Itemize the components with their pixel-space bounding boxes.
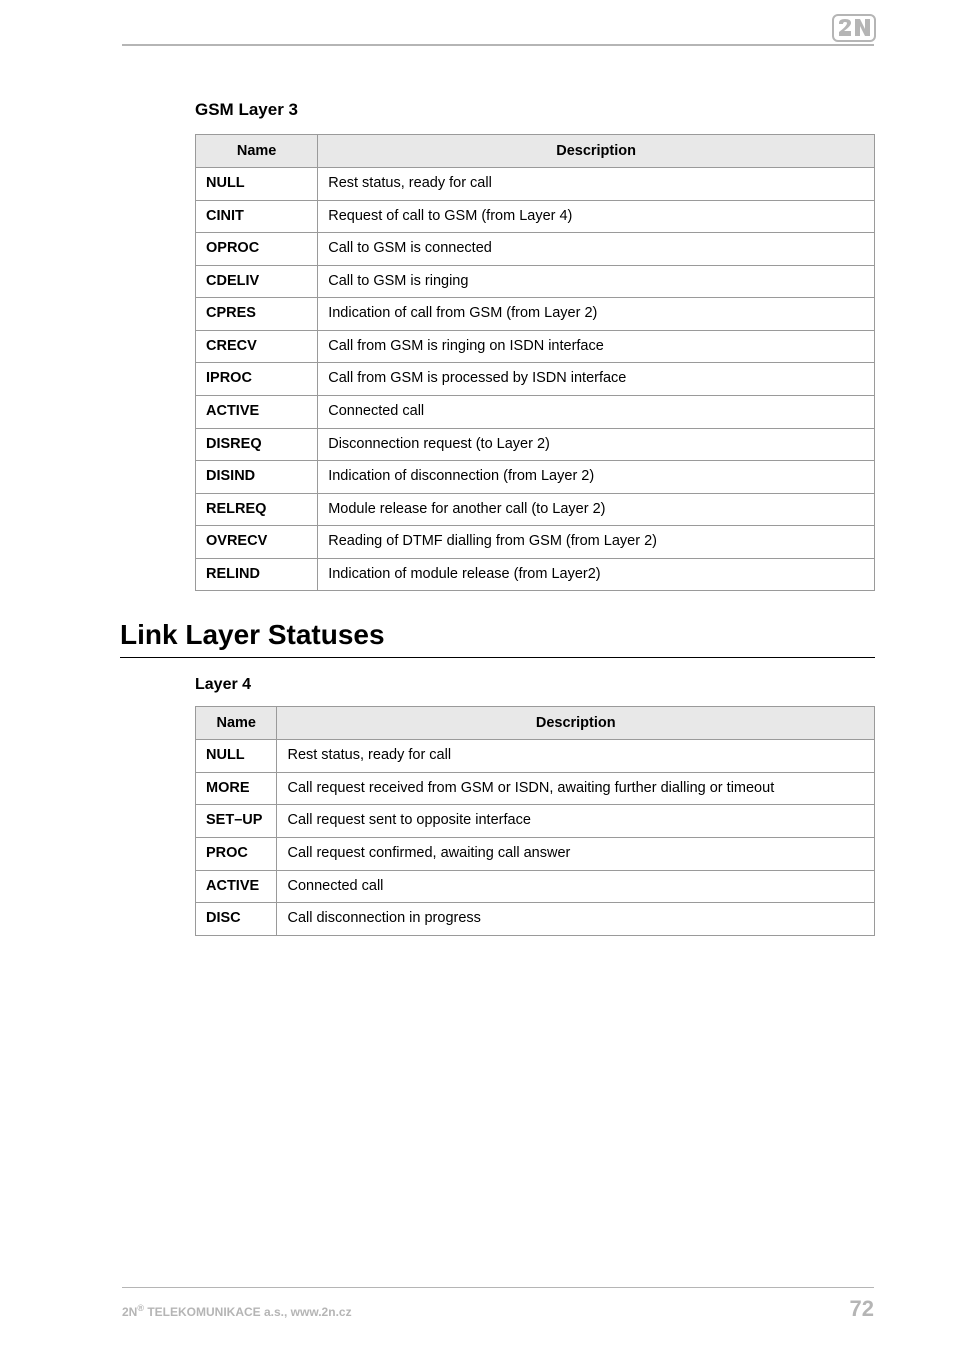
cell-name: NULL (196, 740, 277, 773)
layer4-heading: Layer 4 (195, 676, 875, 694)
cell-name: CDELIV (196, 265, 318, 298)
main-content: GSM Layer 3 Name Description NULLRest st… (195, 100, 875, 936)
table-row: DISCCall disconnection in progress (196, 903, 875, 936)
table-row: RELREQModule release for another call (t… (196, 493, 875, 526)
cell-name: NULL (196, 168, 318, 201)
col-header-description: Description (277, 707, 875, 740)
table-row: DISREQDisconnection request (to Layer 2) (196, 428, 875, 461)
cell-name: RELREQ (196, 493, 318, 526)
cell-description: Call request sent to opposite interface (277, 805, 875, 838)
table-row: RELINDIndication of module release (from… (196, 558, 875, 591)
cell-name: CRECV (196, 330, 318, 363)
cell-description: Rest status, ready for call (318, 168, 875, 201)
cell-description: Call from GSM is ringing on ISDN interfa… (318, 330, 875, 363)
cell-name: OPROC (196, 233, 318, 266)
link-layer-section-title: Link Layer Statuses (120, 619, 875, 651)
cell-description: Module release for another call (to Laye… (318, 493, 875, 526)
cell-description: Call disconnection in progress (277, 903, 875, 936)
col-header-description: Description (318, 135, 875, 168)
table-row: CRECVCall from GSM is ringing on ISDN in… (196, 330, 875, 363)
cell-name: PROC (196, 838, 277, 871)
cell-description: Call request confirmed, awaiting call an… (277, 838, 875, 871)
cell-name: SET–UP (196, 805, 277, 838)
cell-name: CPRES (196, 298, 318, 331)
cell-description: Connected call (318, 395, 875, 428)
col-header-name: Name (196, 707, 277, 740)
cell-name: CINIT (196, 200, 318, 233)
gsm-layer3-heading: GSM Layer 3 (195, 100, 875, 120)
table-row: PROCCall request confirmed, awaiting cal… (196, 838, 875, 871)
brand-logo-2n (832, 14, 876, 42)
table-row: IPROCCall from GSM is processed by ISDN … (196, 363, 875, 396)
cell-description: Connected call (277, 870, 875, 903)
cell-name: ACTIVE (196, 395, 318, 428)
table-row: OPROCCall to GSM is connected (196, 233, 875, 266)
footer-line (122, 1287, 874, 1288)
table-row: NULLRest status, ready for call (196, 740, 875, 773)
table-row: CPRESIndication of call from GSM (from L… (196, 298, 875, 331)
section-rule (120, 657, 875, 658)
cell-name: RELIND (196, 558, 318, 591)
table-row: OVRECVReading of DTMF dialling from GSM … (196, 526, 875, 559)
cell-description: Indication of module release (from Layer… (318, 558, 875, 591)
cell-name: ACTIVE (196, 870, 277, 903)
cell-description: Reading of DTMF dialling from GSM (from … (318, 526, 875, 559)
table-row: DISINDIndication of disconnection (from … (196, 461, 875, 494)
footer-company: 2N® TELEKOMUNIKACE a.s., www.2n.cz (122, 1303, 352, 1319)
cell-description: Request of call to GSM (from Layer 4) (318, 200, 875, 233)
header-line (122, 44, 874, 46)
cell-description: Indication of call from GSM (from Layer … (318, 298, 875, 331)
col-header-name: Name (196, 135, 318, 168)
table-header-row: Name Description (196, 707, 875, 740)
cell-description: Disconnection request (to Layer 2) (318, 428, 875, 461)
cell-description: Call from GSM is processed by ISDN inter… (318, 363, 875, 396)
cell-description: Call to GSM is ringing (318, 265, 875, 298)
cell-name: OVRECV (196, 526, 318, 559)
cell-name: IPROC (196, 363, 318, 396)
cell-name: DISIND (196, 461, 318, 494)
table-header-row: Name Description (196, 135, 875, 168)
cell-description: Indication of disconnection (from Layer … (318, 461, 875, 494)
cell-name: DISREQ (196, 428, 318, 461)
table-row: CINITRequest of call to GSM (from Layer … (196, 200, 875, 233)
cell-description: Call to GSM is connected (318, 233, 875, 266)
cell-name: MORE (196, 772, 277, 805)
table-row: ACTIVEConnected call (196, 870, 875, 903)
table-row: CDELIVCall to GSM is ringing (196, 265, 875, 298)
table-row: NULLRest status, ready for call (196, 168, 875, 201)
table-row: MORECall request received from GSM or IS… (196, 772, 875, 805)
page-footer: 2N® TELEKOMUNIKACE a.s., www.2n.cz 72 (122, 1287, 874, 1322)
table-row: ACTIVEConnected call (196, 395, 875, 428)
cell-name: DISC (196, 903, 277, 936)
cell-description: Call request received from GSM or ISDN, … (277, 772, 875, 805)
layer4-table: Name Description NULLRest status, ready … (195, 706, 875, 935)
page-number: 72 (850, 1296, 874, 1322)
cell-description: Rest status, ready for call (277, 740, 875, 773)
table-row: SET–UPCall request sent to opposite inte… (196, 805, 875, 838)
gsm-layer3-table: Name Description NULLRest status, ready … (195, 134, 875, 591)
